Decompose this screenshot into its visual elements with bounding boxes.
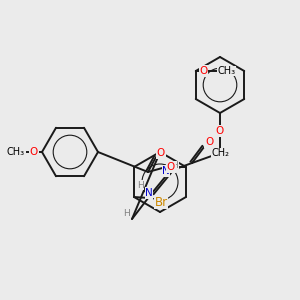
Text: Br: Br (154, 196, 168, 208)
Text: O: O (216, 126, 224, 136)
Text: H: H (124, 209, 130, 218)
Text: CH₃: CH₃ (7, 147, 25, 157)
Text: O: O (205, 137, 213, 147)
Text: N: N (145, 188, 153, 198)
Text: O: O (157, 148, 165, 158)
Text: H: H (136, 181, 143, 190)
Text: CH₃: CH₃ (218, 66, 236, 76)
Text: O: O (30, 147, 38, 157)
Text: H: H (172, 161, 178, 170)
Text: O: O (200, 66, 208, 76)
Text: O: O (167, 162, 175, 172)
Text: CH₂: CH₂ (211, 148, 229, 158)
Text: N: N (162, 166, 170, 176)
